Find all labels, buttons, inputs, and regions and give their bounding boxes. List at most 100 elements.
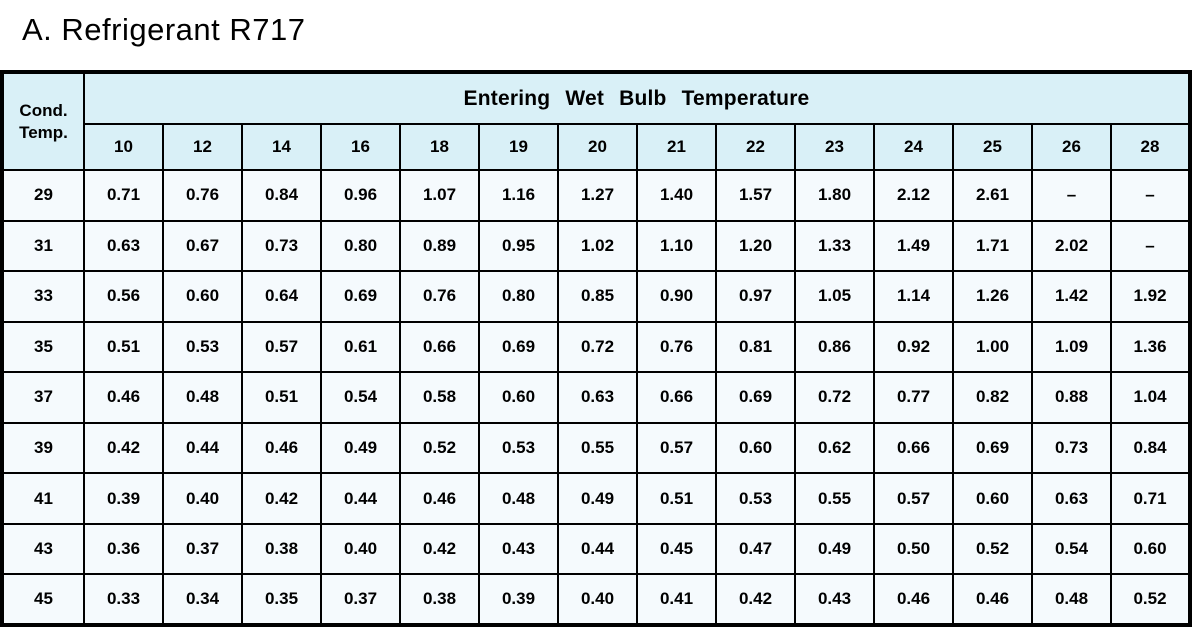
capacity-factor-cell: 0.69 xyxy=(478,320,559,374)
capacity-factor-cell: 1.20 xyxy=(715,219,796,273)
capacity-factor-cell: 1.09 xyxy=(1031,320,1112,374)
capacity-factor-cell: 0.48 xyxy=(478,472,559,525)
capacity-factor-cell: 0.63 xyxy=(83,219,164,273)
capacity-factor-cell: 1.49 xyxy=(873,219,954,273)
title-area: A. Refrigerant R717 xyxy=(0,0,1192,70)
row-header-cond-temp: 35 xyxy=(1,320,85,374)
capacity-factor-cell: 0.80 xyxy=(478,270,559,323)
capacity-factor-cell: 0.46 xyxy=(399,472,480,525)
capacity-factor-cell: 0.63 xyxy=(1031,472,1112,525)
capacity-factor-cell: 0.60 xyxy=(952,472,1033,525)
capacity-factor-cell: 0.34 xyxy=(162,573,243,626)
capacity-factor-cell: 0.44 xyxy=(320,472,401,525)
table-row: 29 0.71 0.76 0.84 0.96 1.07 1.16 1.27 1.40 1.57 1.… xyxy=(1,169,1191,222)
capacity-factor-cell: 0.92 xyxy=(873,320,954,374)
capacity-factor-cell: 0.73 xyxy=(1031,421,1112,475)
capacity-factor-cell: 1.02 xyxy=(557,219,638,273)
capacity-factor-cell: 0.61 xyxy=(320,320,401,374)
capacity-factor-cell: 0.38 xyxy=(241,522,322,576)
capacity-factor-cell: 0.66 xyxy=(636,371,717,424)
capacity-factor-cell: 0.76 xyxy=(636,320,717,374)
capacity-factor-cell: 0.62 xyxy=(794,421,875,475)
capacity-factor-cell: 0.53 xyxy=(162,320,243,374)
column-header: 12 xyxy=(162,123,243,171)
table-row: 45 0.33 0.34 0.35 0.37 0.38 0.39 0.40 0.41 0.42 0.… xyxy=(1,573,1191,626)
capacity-factor-cell: 0.66 xyxy=(873,421,954,475)
capacity-factor-cell: 0.81 xyxy=(715,320,796,374)
capacity-factor-cell: 0.42 xyxy=(715,573,796,626)
capacity-factor-cell: – xyxy=(1110,169,1191,222)
row-header-cond-temp: 39 xyxy=(1,421,85,475)
capacity-factor-cell: 0.60 xyxy=(478,371,559,424)
capacity-factor-cell: 1.33 xyxy=(794,219,875,273)
capacity-factor-cell: 0.82 xyxy=(952,371,1033,424)
capacity-factor-cell: 1.04 xyxy=(1110,371,1191,424)
capacity-factor-cell: 1.92 xyxy=(1110,270,1191,323)
capacity-factor-cell: 0.54 xyxy=(1031,522,1112,576)
capacity-factor-cell: 0.54 xyxy=(320,371,401,424)
capacity-factor-cell: – xyxy=(1110,219,1191,273)
capacity-factor-cell: 0.49 xyxy=(794,522,875,576)
capacity-factor-cell: 0.38 xyxy=(399,573,480,626)
column-header: 22 xyxy=(715,123,796,171)
capacity-factor-cell: 0.64 xyxy=(241,270,322,323)
row-header-cond-temp: 45 xyxy=(1,573,85,626)
capacity-factor-cell: 0.42 xyxy=(241,472,322,525)
capacity-factor-cell: 0.56 xyxy=(83,270,164,323)
row-header-cond-temp: 33 xyxy=(1,270,85,323)
cond-temp-header: Cond. Temp. xyxy=(1,71,85,171)
row-header-cond-temp: 31 xyxy=(1,219,85,273)
capacity-factor-cell: 0.53 xyxy=(478,421,559,475)
capacity-factor-cell: 0.95 xyxy=(478,219,559,273)
capacity-factor-cell: 1.42 xyxy=(1031,270,1112,323)
column-header: 18 xyxy=(399,123,480,171)
capacity-factor-cell: 0.40 xyxy=(557,573,638,626)
capacity-factor-cell: 0.71 xyxy=(1110,472,1191,525)
capacity-factor-cell: – xyxy=(1031,169,1112,222)
capacity-factor-cell: 0.48 xyxy=(162,371,243,424)
column-header: 24 xyxy=(873,123,954,171)
capacity-factor-cell: 0.46 xyxy=(952,573,1033,626)
capacity-factor-cell: 0.43 xyxy=(478,522,559,576)
capacity-factor-cell: 0.36 xyxy=(83,522,164,576)
capacity-factor-cell: 0.76 xyxy=(399,270,480,323)
capacity-factor-cell: 1.27 xyxy=(557,169,638,222)
table-body: 29 0.71 0.76 0.84 0.96 1.07 1.16 1.27 1.40 1.57 1.… xyxy=(1,169,1191,626)
capacity-factor-cell: 0.48 xyxy=(1031,573,1112,626)
capacity-factor-cell: 0.55 xyxy=(557,421,638,475)
capacity-factor-cell: 0.58 xyxy=(399,371,480,424)
capacity-factor-cell: 0.39 xyxy=(478,573,559,626)
capacity-factor-cell: 0.60 xyxy=(1110,522,1191,576)
capacity-factor-cell: 0.43 xyxy=(794,573,875,626)
entering-wet-bulb-temperature-header: Entering Wet Bulb Temperature xyxy=(83,71,1191,125)
capacity-factor-cell: 0.35 xyxy=(241,573,322,626)
capacity-factor-cell: 1.07 xyxy=(399,169,480,222)
capacity-factor-cell: 0.50 xyxy=(873,522,954,576)
column-header: 19 xyxy=(478,123,559,171)
column-header: 21 xyxy=(636,123,717,171)
capacity-factor-cell: 0.51 xyxy=(83,320,164,374)
capacity-factor-cell: 0.51 xyxy=(241,371,322,424)
capacity-factor-cell: 0.49 xyxy=(320,421,401,475)
capacity-factor-cell: 0.44 xyxy=(162,421,243,475)
capacity-factor-cell: 0.77 xyxy=(873,371,954,424)
capacity-factor-cell: 0.90 xyxy=(636,270,717,323)
capacity-factor-cell: 0.40 xyxy=(320,522,401,576)
capacity-factor-cell: 0.40 xyxy=(162,472,243,525)
capacity-factor-cell: 0.37 xyxy=(320,573,401,626)
column-header: 28 xyxy=(1110,123,1191,171)
capacity-factor-cell: 2.12 xyxy=(873,169,954,222)
table-row: 41 0.39 0.40 0.42 0.44 0.46 0.48 0.49 0.51 0.53 0.… xyxy=(1,472,1191,525)
table-header: Cond. Temp. Entering Wet Bulb Temperatur… xyxy=(1,71,1191,171)
capacity-factor-cell: 0.76 xyxy=(162,169,243,222)
capacity-factor-cell: 0.52 xyxy=(1110,573,1191,626)
table-row: 33 0.56 0.60 0.64 0.69 0.76 0.80 0.85 0.90 0.97 1.… xyxy=(1,270,1191,323)
capacity-factor-cell: 0.44 xyxy=(557,522,638,576)
capacity-factor-cell: 0.63 xyxy=(557,371,638,424)
capacity-factor-cell: 0.45 xyxy=(636,522,717,576)
capacity-factor-cell: 0.33 xyxy=(83,573,164,626)
capacity-factor-cell: 1.57 xyxy=(715,169,796,222)
table-row: 35 0.51 0.53 0.57 0.61 0.66 0.69 0.72 0.76 0.81 0.… xyxy=(1,320,1191,374)
capacity-factor-cell: 0.57 xyxy=(636,421,717,475)
capacity-factor-cell: 0.72 xyxy=(557,320,638,374)
